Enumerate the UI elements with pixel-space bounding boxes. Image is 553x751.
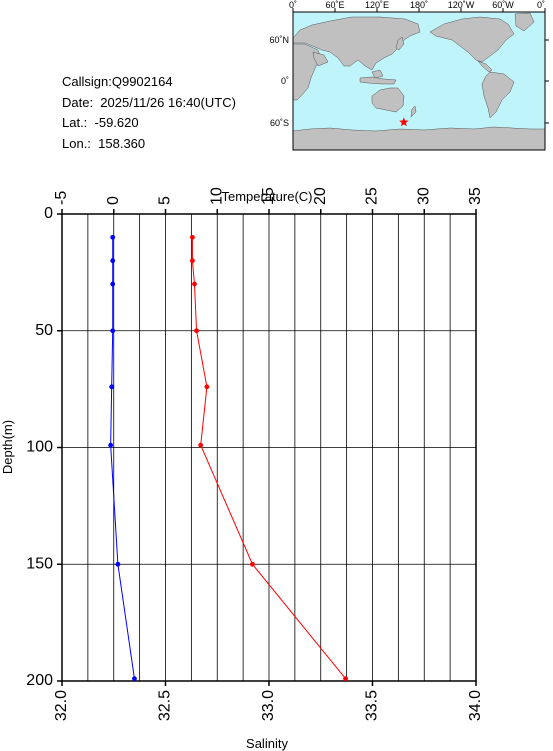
salinity-data-point (115, 561, 121, 567)
salinity-tick-label: 33.0 (260, 690, 277, 721)
map-top-labels: 0˚ 60˚E 120˚E 180˚ 120˚W 60˚W 0˚ (289, 0, 545, 10)
temperature-tick-label: -5 (53, 191, 70, 205)
land-greenland (514, 12, 535, 32)
map-label-lon-60e: 60˚E (325, 0, 344, 10)
map-frame (292, 11, 546, 151)
map-label-lat-0: 0˚ (281, 76, 289, 86)
temperature-tick-label: 30 (415, 187, 432, 205)
salinity-tick-label: 32.5 (157, 690, 174, 721)
temperature-axis-title: Temperature(C) (221, 189, 312, 204)
temperature-tick-label: 15 (260, 187, 277, 205)
data-series (108, 234, 348, 682)
salinity-data-point (110, 328, 116, 334)
land-japan (395, 36, 405, 51)
map-label-lon-180: 180˚ (410, 0, 428, 10)
temperature-tick-label: 5 (157, 196, 174, 205)
salinity-profile-line (110, 237, 135, 679)
callsign-text: Callsign:Q9902164 (62, 74, 173, 89)
axis-ticks (57, 209, 477, 686)
map-label-lon-60w: 60˚W (492, 0, 514, 10)
depth-tick-label: 50 (35, 322, 53, 339)
temperature-data-point (190, 234, 195, 240)
depth-axis-title: Depth(m) (0, 420, 15, 474)
map-land (292, 12, 546, 151)
station-info: Callsign:Q9902164 Date: 2025/11/26 16:40… (62, 72, 236, 154)
temperature-data-point (343, 676, 348, 682)
salinity-tick-labels: 32.0 32.5 33.0 33.5 34.0 (53, 690, 484, 721)
map-label-lat-60s: 60˚S (270, 118, 289, 128)
temperature-profile-line (191, 237, 346, 679)
land-central-america (477, 60, 493, 73)
map-label-lon-120e: 120˚E (365, 0, 389, 10)
depth-tick-label: 150 (26, 555, 53, 572)
latitude-text: Lat.: -59.620 (62, 115, 139, 130)
map-ticks (292, 8, 549, 124)
land-arabia (312, 51, 329, 67)
temperature-tick-label: 25 (364, 187, 381, 205)
salinity-data-point (132, 676, 137, 682)
date-text: Date: 2025/11/26 16:40(UTC) (62, 94, 236, 110)
land-new-zealand (410, 105, 417, 118)
temperature-data-point (204, 384, 210, 390)
salinity-data-point (108, 442, 114, 448)
temperature-tick-label: 0 (105, 196, 122, 205)
world-map: 0˚ 60˚E 120˚E 180˚ 120˚W 60˚W 0˚ 60˚N 0˚… (269, 0, 549, 151)
map-right-labels: 60˚N 0˚ 60˚S (269, 35, 289, 128)
land-borneo (371, 69, 384, 79)
temperature-tick-labels: -5 0 5 10 15 20 25 30 35 (53, 187, 484, 205)
depth-tick-labels: 0 50 100 150 200 (26, 205, 53, 689)
temperature-tick-label: 35 (467, 187, 484, 205)
land-south-america (481, 71, 515, 119)
temperature-data-point (250, 561, 255, 567)
salinity-data-point (110, 281, 116, 287)
station-star-marker (399, 117, 409, 127)
land-australia (371, 87, 405, 113)
map-label-lon-0: 0˚ (289, 0, 297, 10)
temperature-tick-label: 20 (312, 187, 329, 205)
map-label-lon-120w: 120˚W (448, 0, 475, 10)
land-eurasia (292, 16, 421, 71)
temperature-tick-label: 10 (208, 187, 225, 205)
salinity-axis-title: Salinity (246, 736, 288, 751)
salinity-data-point (109, 384, 115, 390)
depth-tick-label: 100 (26, 439, 53, 456)
salinity-data-point (110, 234, 116, 240)
depth-tick-label: 200 (26, 672, 53, 689)
salinity-data-point (110, 258, 116, 264)
temperature-data-point (190, 258, 195, 264)
map-label-lon-0-end: 0˚ (537, 0, 545, 10)
salinity-tick-label: 34.0 (467, 690, 484, 721)
salinity-tick-label: 33.5 (364, 690, 381, 721)
map-label-lat-60n: 60˚N (269, 35, 289, 45)
salinity-tick-label: 32.0 (53, 690, 70, 721)
longitude-text: Lon.: 158.360 (62, 135, 146, 151)
temperature-data-point (198, 442, 204, 448)
depth-tick-label: 0 (44, 205, 53, 222)
land-north-america (429, 16, 515, 63)
land-antarctica (292, 126, 546, 151)
temperature-data-point (194, 328, 199, 334)
temperature-data-point (192, 281, 197, 287)
